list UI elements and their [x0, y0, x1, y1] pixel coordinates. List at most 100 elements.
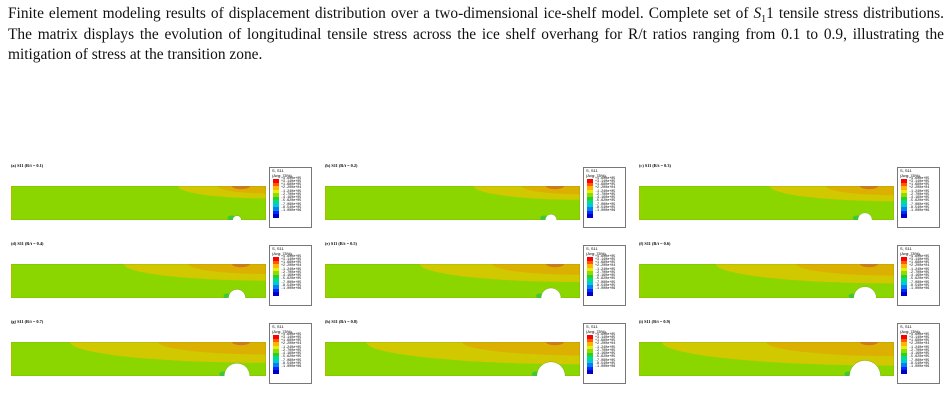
- legend-value: -1.240e+05: [909, 189, 930, 194]
- legend-value: -5.620e+05: [595, 199, 616, 204]
- legend-value: -4.160e+05: [281, 352, 302, 356]
- legend-value: -5.620e+05: [595, 355, 616, 360]
- legend-color-swatch: [273, 335, 279, 339]
- legend-color-swatch: [273, 200, 279, 204]
- panel-title: (e) S11 (R/t = 0.5): [325, 241, 357, 246]
- legend-variable: S, S11: [586, 246, 598, 251]
- legend-values: +4.600e+05 +3.140e+05 +1.680e+05 +2.200e+04…: [909, 333, 930, 370]
- ice-shelf-contour: [11, 342, 266, 376]
- legend-color-swatch: [901, 203, 907, 207]
- legend-value: +1.680e+05: [281, 261, 302, 265]
- legend-value: -4.160e+05: [595, 196, 616, 200]
- caption-text-1: Finite element modeling results of displ…: [8, 5, 754, 22]
- legend-color-swatch: [587, 264, 593, 268]
- legend-color-swatch: [273, 278, 279, 282]
- legend-value: -2.700e+05: [595, 270, 616, 275]
- stress-panel: (h) S11 (R/t = 0.8) S, S11 (Avg: 75%) +4.60…: [322, 316, 628, 394]
- legend-value: +3.140e+05: [595, 335, 616, 340]
- legend-value: -4.160e+05: [281, 274, 302, 278]
- legend-value: +3.140e+05: [909, 335, 930, 340]
- legend-color-swatch: [273, 207, 279, 211]
- stress-panel: (a) S11 (R/t = 0.1) S, S11 (Avg: 75%) +4.60…: [8, 160, 314, 238]
- ice-shelf-contour: [325, 186, 580, 220]
- legend-value: -1.240e+05: [595, 345, 616, 350]
- legend-value: -4.160e+05: [909, 196, 930, 200]
- legend-color-swatch: [901, 271, 907, 275]
- legend-averaging: (Avg: 75%): [586, 328, 606, 334]
- legend-value: +3.140e+05: [281, 179, 302, 184]
- legend-value: +2.200e+04: [281, 342, 302, 347]
- legend-averaging: (Avg: 75%): [900, 328, 920, 334]
- legend-value: +1.680e+05: [595, 183, 616, 187]
- stress-legend: S, S11 (Avg: 75%) +4.600e+05 +3.140e+05 +1.6…: [897, 245, 940, 306]
- legend-value: -7.080e+05: [595, 280, 616, 285]
- legend-value: -8.540e+05: [909, 361, 930, 366]
- caption-symbol: S: [753, 5, 762, 22]
- legend-value: -1.240e+05: [281, 267, 302, 272]
- panel-title: (h) S11 (R/t = 0.8): [325, 319, 358, 324]
- legend-color-swatch: [901, 281, 907, 285]
- legend-color-swatch: [901, 349, 907, 353]
- legend-value: -1.240e+05: [281, 189, 302, 194]
- legend-color-swatch: [273, 366, 279, 370]
- legend-color-swatch: [901, 260, 907, 264]
- legend-color-swatch: [587, 193, 593, 197]
- legend-averaging: (Avg: 75%): [900, 250, 920, 256]
- legend-color-bar: [901, 335, 907, 377]
- legend-value: -1.240e+05: [595, 267, 616, 272]
- legend-value: -1.240e+05: [595, 189, 616, 194]
- caption-subscript: 1: [761, 14, 767, 26]
- legend-value: -1.240e+05: [909, 267, 930, 272]
- legend-value: +2.200e+04: [909, 186, 930, 191]
- legend-color-swatch: [901, 366, 907, 370]
- legend-variable: S, S11: [272, 246, 284, 251]
- legend-value: -4.160e+05: [281, 196, 302, 200]
- legend-color-swatch: [273, 196, 279, 200]
- legend-variable: S, S11: [900, 246, 912, 251]
- legend-color-swatch: [273, 349, 279, 353]
- legend-variable: S, S11: [586, 168, 598, 173]
- legend-color-swatch: [587, 214, 593, 218]
- legend-values: +4.600e+05 +3.140e+05 +1.680e+05 +2.200e+04…: [281, 333, 302, 370]
- legend-value: -1.000e+06: [281, 287, 302, 291]
- legend-color-swatch: [901, 278, 907, 282]
- legend-color-swatch: [587, 352, 593, 356]
- legend-color-swatch: [587, 345, 593, 349]
- legend-color-swatch: [587, 288, 593, 292]
- legend-value: -7.080e+05: [909, 202, 930, 207]
- legend-color-swatch: [587, 196, 593, 200]
- legend-value: +4.600e+05: [595, 254, 616, 259]
- legend-value: -5.620e+05: [909, 277, 930, 282]
- legend-header: S, S11 (Avg: 75%): [586, 168, 606, 178]
- legend-color-swatch: [587, 182, 593, 186]
- legend-value: +3.140e+05: [595, 257, 616, 262]
- legend-value: -4.160e+05: [595, 352, 616, 356]
- legend-color-swatch: [901, 359, 907, 363]
- legend-value: +4.600e+05: [281, 176, 302, 181]
- legend-color-bar: [273, 179, 279, 221]
- legend-values: +4.600e+05 +3.140e+05 +1.680e+05 +2.200e+04…: [909, 255, 930, 292]
- legend-value: -2.700e+05: [281, 270, 302, 275]
- legend-color-swatch: [901, 210, 907, 214]
- legend-color-swatch: [587, 210, 593, 214]
- legend-color-swatch: [901, 193, 907, 197]
- legend-color-swatch: [901, 363, 907, 367]
- legend-variable: S, S11: [900, 324, 912, 329]
- panel-title: (c) S11 (R/t = 0.3): [639, 163, 671, 168]
- legend-value: -1.000e+06: [909, 209, 930, 213]
- legend-color-swatch: [587, 203, 593, 207]
- stress-legend: S, S11 (Avg: 75%) +4.600e+05 +3.140e+05 +1.6…: [269, 323, 312, 384]
- figure-panel-grid: (a) S11 (R/t = 0.1) S, S11 (Avg: 75%) +4.60…: [8, 160, 948, 400]
- legend-value: -8.540e+05: [595, 205, 616, 210]
- legend-color-bar: [901, 257, 907, 299]
- legend-value: -8.540e+05: [281, 205, 302, 210]
- ice-shelf-contour: [11, 264, 266, 298]
- legend-color-swatch: [901, 214, 907, 218]
- legend-color-bar: [901, 179, 907, 221]
- legend-color-swatch: [587, 271, 593, 275]
- legend-value: -8.540e+05: [281, 361, 302, 366]
- legend-color-swatch: [273, 352, 279, 356]
- legend-value: -2.700e+05: [909, 192, 930, 197]
- legend-variable: S, S11: [900, 168, 912, 173]
- ice-shelf-contour: [325, 264, 580, 298]
